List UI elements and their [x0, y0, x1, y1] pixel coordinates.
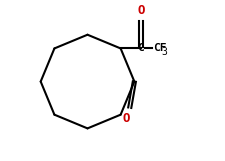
Text: 3: 3 — [162, 47, 167, 57]
Text: C: C — [137, 43, 144, 53]
Text: O: O — [123, 112, 130, 125]
Text: CF: CF — [153, 43, 166, 53]
Text: O: O — [137, 4, 145, 17]
